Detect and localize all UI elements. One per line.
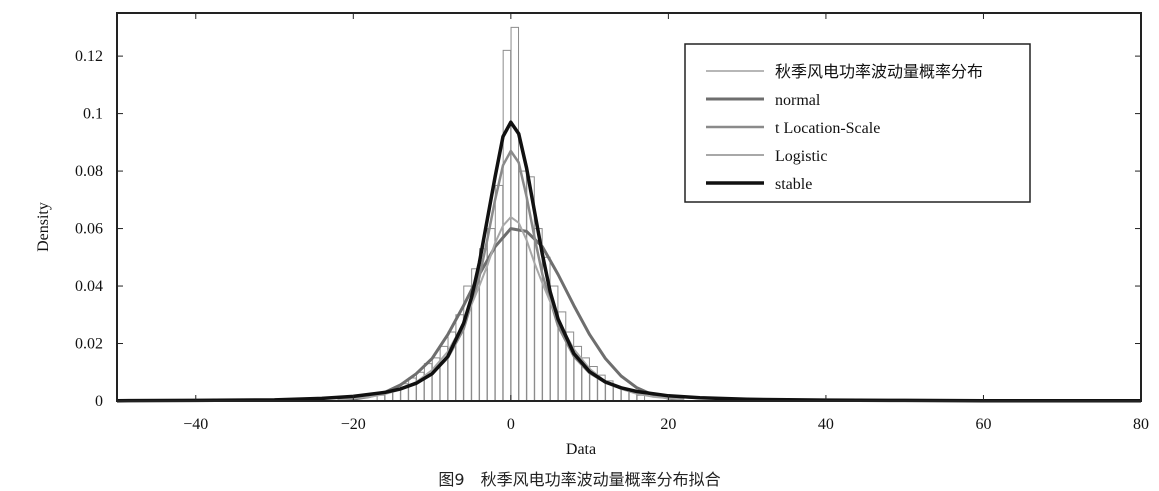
legend-label-t-location-scale: t Location-Scale: [775, 120, 880, 137]
histogram-bar: [408, 377, 417, 402]
y-tick-label: 0.1: [83, 106, 103, 123]
plot-frame: [116, 12, 1142, 402]
histogram-bars: [376, 26, 646, 402]
legend: 秋季风电功率波动量概率分布 normal t Location-Scale Logis…: [684, 43, 1031, 203]
y-tick-label: 0.04: [75, 278, 103, 295]
series-line-stable: [116, 120, 1141, 403]
fit-curves: [116, 120, 1141, 403]
legend-label-histogram: 秋季风电功率波动量概率分布: [775, 63, 983, 81]
y-axis-ticks: 0 0.02 0.04 0.06 0.08 0.1 0.12: [75, 48, 1141, 410]
x-tick-label: 40: [818, 416, 834, 433]
histogram-bar: [518, 170, 527, 402]
legend-label-stable: stable: [775, 176, 812, 193]
x-axis-label: Data: [566, 441, 596, 458]
density-chart: −40 −20 0 20 40 60 80 0 0.02 0.04 0.06 0.08 0.1 0.12…: [35, 12, 1149, 458]
y-tick-label: 0.02: [75, 336, 103, 353]
x-axis-ticks: −40 −20 0 20 40 60 80: [183, 13, 1149, 433]
legend-label-logistic: Logistic: [775, 148, 827, 165]
legend-label-normal: normal: [775, 92, 821, 109]
x-tick-label: −40: [183, 416, 208, 433]
histogram-bar: [494, 184, 504, 402]
legend-box: [684, 43, 1031, 203]
y-tick-label: 0.08: [75, 163, 103, 180]
y-tick-label: 0: [95, 393, 103, 410]
x-tick-label: 60: [975, 416, 991, 433]
y-axis-label: Density: [35, 202, 52, 252]
x-tick-label: 20: [660, 416, 676, 433]
x-tick-label: 80: [1133, 416, 1149, 433]
series-line-normal: [337, 227, 685, 402]
histogram-bar: [423, 363, 433, 402]
x-tick-label: 0: [507, 416, 515, 433]
y-tick-label: 0.06: [75, 221, 103, 238]
figure-caption: 图9 秋季风电功率波动量概率分布拟合: [438, 470, 721, 489]
x-tick-label: −20: [341, 416, 366, 433]
histogram-bar: [510, 26, 520, 402]
y-tick-label: 0.12: [75, 48, 103, 65]
